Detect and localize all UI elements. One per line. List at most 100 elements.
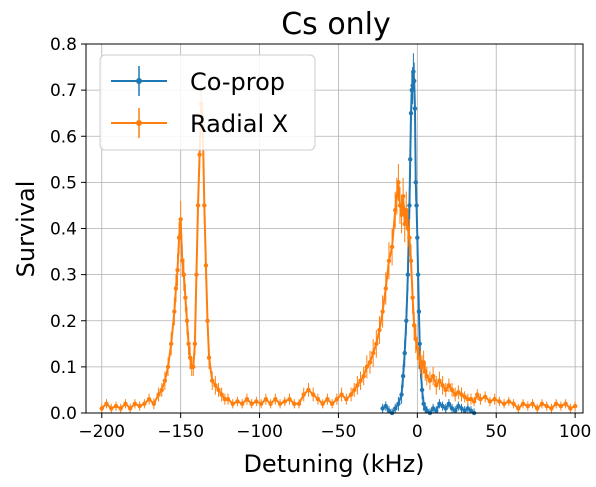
data-point-radial-x	[468, 396, 474, 402]
x-tick-label: 100	[559, 422, 591, 442]
data-point-radial-x	[109, 406, 114, 411]
data-point-radial-x	[459, 392, 464, 397]
data-point-radial-x	[520, 401, 526, 406]
data-point-radial-x	[339, 392, 344, 397]
data-point-co-prop	[415, 235, 420, 240]
data-point-radial-x	[282, 399, 287, 404]
legend-entry-radial-x: Radial X	[111, 108, 288, 138]
data-point-radial-x	[413, 337, 418, 342]
legend: Co-prop Radial X	[99, 54, 316, 151]
data-point-co-prop	[405, 272, 411, 277]
data-point-co-prop	[396, 401, 401, 406]
data-point-co-prop	[443, 406, 448, 411]
data-point-radial-x	[568, 406, 573, 411]
data-point-radial-x	[405, 226, 411, 231]
data-point-radial-x	[156, 392, 161, 397]
data-point-radial-x	[380, 309, 385, 314]
legend-swatch-co-prop-marker	[136, 78, 142, 84]
data-point-radial-x	[235, 399, 240, 404]
data-point-radial-x	[415, 346, 420, 351]
data-point-radial-x	[315, 396, 321, 402]
data-point-radial-x	[478, 396, 483, 402]
x-tick-label: −200	[78, 422, 125, 442]
data-point-radial-x	[407, 235, 412, 240]
data-point-radial-x	[320, 401, 325, 406]
legend-box	[99, 54, 316, 151]
data-point-radial-x	[427, 378, 433, 383]
data-point-radial-x	[225, 396, 231, 402]
data-point-co-prop	[415, 272, 421, 277]
x-tick-label: −50	[320, 422, 356, 442]
data-point-radial-x	[535, 406, 540, 411]
data-point-radial-x	[416, 355, 422, 360]
data-point-radial-x	[99, 406, 104, 411]
data-point-co-prop	[386, 408, 392, 413]
data-point-radial-x	[434, 383, 439, 388]
y-tick-label: 0.8	[50, 35, 77, 55]
data-point-co-prop	[430, 406, 436, 411]
data-point-co-prop	[449, 406, 455, 411]
data-point-radial-x	[254, 399, 259, 404]
data-point-radial-x	[192, 341, 198, 347]
data-point-radial-x	[462, 394, 467, 400]
data-point-radial-x	[424, 373, 429, 379]
data-point-co-prop	[410, 83, 415, 88]
data-point-co-prop	[462, 408, 467, 413]
data-point-radial-x	[437, 378, 442, 383]
data-point-radial-x	[230, 401, 235, 406]
data-point-co-prop	[424, 408, 429, 413]
data-point-radial-x	[394, 194, 400, 199]
data-point-co-prop	[393, 406, 398, 411]
data-point-radial-x	[453, 392, 458, 397]
data-point-radial-x	[104, 401, 109, 406]
data-point-radial-x	[329, 401, 335, 406]
data-point-radial-x	[162, 378, 168, 383]
data-point-radial-x	[482, 394, 488, 400]
y-tick-label: 0.2	[50, 312, 77, 332]
y-tick-label: 0.0	[50, 404, 77, 424]
data-point-co-prop	[399, 392, 404, 397]
data-point-radial-x	[572, 403, 578, 409]
y-tick-label: 0.5	[50, 173, 77, 193]
data-point-co-prop	[459, 406, 464, 411]
data-point-radial-x	[176, 235, 182, 240]
data-point-radial-x	[430, 373, 436, 379]
data-point-radial-x	[497, 399, 502, 404]
data-point-co-prop	[446, 401, 452, 406]
data-point-radial-x	[539, 401, 545, 406]
data-point-co-prop	[413, 180, 418, 185]
chart-title: Cs only	[281, 7, 391, 42]
data-point-co-prop	[414, 203, 419, 208]
data-point-radial-x	[263, 396, 269, 402]
data-point-radial-x	[306, 387, 311, 393]
data-point-radial-x	[465, 396, 471, 402]
data-point-radial-x	[358, 378, 363, 383]
y-tick-label: 0.4	[50, 220, 77, 240]
data-point-radial-x	[421, 360, 426, 365]
data-point-radial-x	[216, 387, 221, 393]
data-point-radial-x	[175, 267, 180, 273]
data-point-co-prop	[412, 106, 418, 111]
data-point-radial-x	[183, 295, 188, 300]
data-point-radial-x	[530, 401, 535, 406]
data-point-radial-x	[419, 364, 425, 370]
data-point-radial-x	[501, 401, 507, 406]
data-point-radial-x	[344, 396, 349, 402]
data-point-radial-x	[210, 378, 215, 383]
data-point-co-prop	[456, 403, 461, 409]
data-point-radial-x	[334, 396, 340, 402]
data-point-radial-x	[287, 396, 292, 402]
data-point-co-prop	[409, 87, 415, 93]
data-point-radial-x	[563, 401, 568, 406]
data-point-radial-x	[475, 392, 480, 397]
data-point-radial-x	[178, 217, 183, 222]
data-point-radial-x	[506, 399, 512, 404]
data-point-co-prop	[440, 403, 445, 409]
x-axis-title: Detuning (kHz)	[243, 450, 424, 478]
data-point-radial-x	[544, 403, 549, 409]
data-point-radial-x	[191, 364, 196, 370]
data-point-co-prop	[416, 309, 422, 314]
plot-series	[99, 53, 578, 416]
data-point-radial-x	[203, 263, 209, 268]
